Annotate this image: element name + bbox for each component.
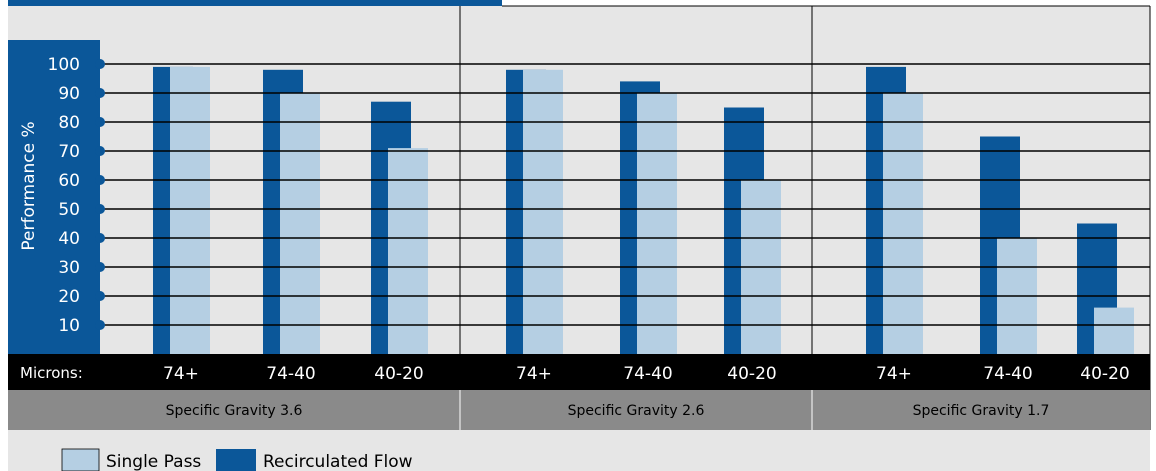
group-label: Specific Gravity 3.6 [166,403,303,419]
x-tick-label: 74+ [163,364,199,384]
y-tick-label: 90 [58,84,80,104]
bar-single-pass-1-74+ [170,66,210,355]
y-axis-notch [95,59,105,69]
y-axis-notch [95,117,105,127]
gravity-band [8,390,1150,430]
x-tick-label: 74-40 [266,364,315,384]
bar-single-pass-1-74-40 [280,93,320,354]
y-axis-notch [95,291,105,301]
bar-single-pass-1-40-20 [388,148,428,354]
x-tick-label: 40-20 [727,364,776,384]
y-tick-label: 60 [58,171,80,191]
x-tick-label: 74-40 [983,364,1032,384]
bar-single-pass-2-74-40 [637,93,677,354]
y-axis-notch [95,204,105,214]
group-label: Specific Gravity 2.6 [568,403,705,419]
y-axis-title: Performance % [19,121,39,250]
x-tick-label: 40-20 [1080,364,1129,384]
y-axis-notch [95,146,105,156]
x-tick-label: 74-40 [623,364,672,384]
y-tick-label: 100 [48,55,80,75]
header-accent-bar [8,0,502,6]
y-axis-notch [95,88,105,98]
x-tick-label: 40-20 [374,364,423,384]
bar-single-pass-2-74+ [523,69,563,355]
microns-band [8,354,1150,390]
y-axis-notch [95,175,105,185]
legend-label-single-pass: Single Pass [106,452,201,471]
bar-single-pass-3-40-20 [1094,307,1134,354]
x-tick-label: 74+ [876,364,912,384]
legend-swatch-single-pass [61,448,100,471]
y-axis-notch [95,320,105,330]
y-tick-label: 20 [58,287,80,307]
y-tick-label: 40 [58,229,80,249]
group-label: Specific Gravity 1.7 [913,403,1050,419]
y-axis-panel [8,40,100,354]
y-axis-notch [95,233,105,243]
y-axis-notch [95,262,105,272]
y-tick-label: 80 [58,113,80,133]
legend-swatch-recirculated [216,449,256,471]
microns-label: Microns: [20,364,83,382]
bar-single-pass-3-74+ [883,93,923,354]
y-tick-label: 10 [58,316,80,336]
y-tick-label: 70 [58,142,80,162]
y-tick-label: 30 [58,258,80,278]
legend-label-recirculated: Recirculated Flow [263,452,413,471]
legend-background [8,430,1150,471]
x-tick-label: 74+ [516,364,552,384]
y-tick-label: 50 [58,200,80,220]
